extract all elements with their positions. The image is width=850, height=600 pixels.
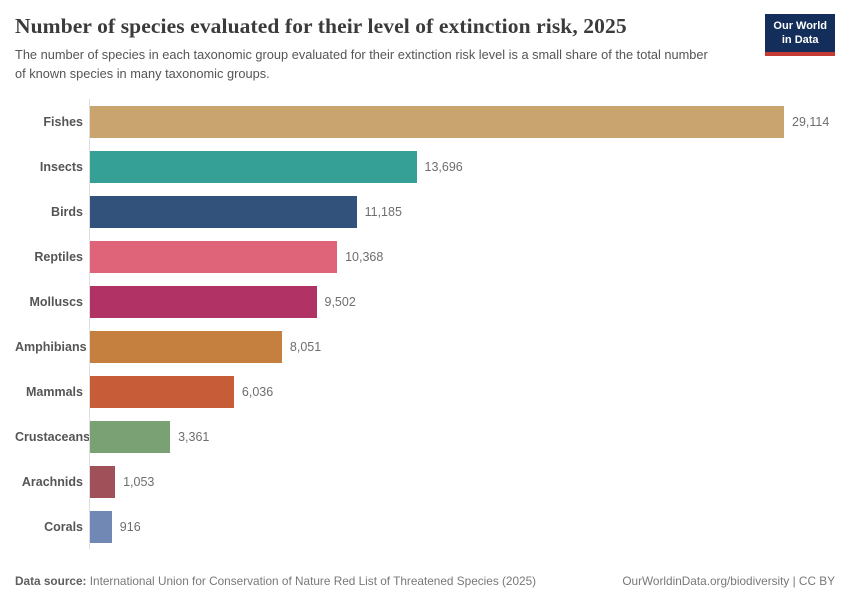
bar[interactable]	[90, 330, 282, 363]
title-block: Number of species evaluated for their le…	[15, 14, 715, 83]
bar[interactable]	[90, 195, 357, 228]
bar-track: 10,368	[89, 234, 835, 280]
owid-logo: Our World in Data	[765, 14, 835, 56]
bar-track: 916	[89, 504, 835, 550]
data-source-text: International Union for Conservation of …	[89, 574, 537, 588]
bar[interactable]	[90, 150, 417, 183]
data-source: Data source: International Union for Con…	[15, 574, 536, 588]
bar[interactable]	[90, 105, 784, 138]
bar[interactable]	[90, 240, 338, 273]
data-source-label: Data source:	[15, 574, 87, 588]
bar-row: Birds 11,185	[15, 189, 835, 235]
bar-row: Insects 13,696	[15, 144, 835, 190]
value-label: 6,036	[241, 384, 274, 399]
value-label: 29,114	[792, 114, 830, 129]
bar-track: 11,185	[89, 189, 835, 235]
footer-credit-link[interactable]: OurWorldinData.org/biodiversity | CC BY	[622, 574, 835, 588]
bar[interactable]	[90, 375, 234, 408]
category-label: Arachnids	[21, 474, 83, 489]
category-label: Mammals	[26, 384, 83, 399]
bar-track: 3,361	[89, 414, 835, 460]
category-label: Crustaceans	[15, 429, 91, 444]
category-label: Molluscs	[29, 294, 84, 309]
bar-track: 9,502	[89, 279, 835, 325]
bar-row: Amphibians 8,051	[15, 324, 835, 370]
value-label: 1,053	[123, 474, 155, 489]
bar-row: Fishes 29,114	[15, 99, 835, 145]
page-title: Number of species evaluated for their le…	[15, 14, 627, 38]
value-label: 9,502	[324, 294, 356, 309]
bar[interactable]	[90, 285, 317, 318]
bar-row: Arachnids 1,053	[15, 459, 835, 505]
value-label: 13,696	[424, 159, 463, 174]
chart-footer: Data source: International Union for Con…	[15, 566, 835, 588]
value-label: 3,361	[178, 429, 210, 444]
bar[interactable]	[90, 420, 171, 453]
value-label: 11,185	[364, 204, 402, 219]
category-label: Corals	[44, 519, 83, 534]
bar-chart: Fishes 29,114 Insects 13,696 Birds 11,185 Rept…	[15, 99, 835, 566]
bar[interactable]	[90, 465, 116, 498]
bar-track: 8,051	[89, 324, 835, 370]
bar-track: 1,053	[89, 459, 835, 505]
value-label: 10,368	[345, 249, 384, 264]
bar-row: Reptiles 10,368	[15, 234, 835, 280]
category-label: Birds	[51, 204, 83, 219]
category-label: Insects	[39, 159, 83, 174]
bar-rows: Fishes 29,114 Insects 13,696 Birds 11,185 Rept…	[15, 99, 835, 550]
bar-row: Mammals 6,036	[15, 369, 835, 415]
owid-logo-line2: in Data	[781, 33, 819, 46]
bar-track: 6,036	[89, 369, 835, 415]
value-label: 916	[119, 519, 141, 534]
bar-row: Molluscs 9,502	[15, 279, 835, 325]
bar-track: 29,114	[89, 99, 835, 145]
category-label: Reptiles	[34, 249, 83, 264]
category-label: Amphibians	[15, 339, 87, 354]
bar-row: Corals 916	[15, 504, 835, 550]
owid-logo-line1: Our World	[773, 20, 827, 32]
category-label: Fishes	[43, 114, 83, 129]
bar-row: Crustaceans 3,361	[15, 414, 835, 460]
value-label: 8,051	[289, 339, 322, 354]
chart-subtitle: The number of species in each taxonomic …	[15, 47, 708, 81]
bar[interactable]	[90, 510, 112, 543]
chart-header: Number of species evaluated for their le…	[15, 14, 835, 83]
bar-track: 13,696	[89, 144, 835, 190]
